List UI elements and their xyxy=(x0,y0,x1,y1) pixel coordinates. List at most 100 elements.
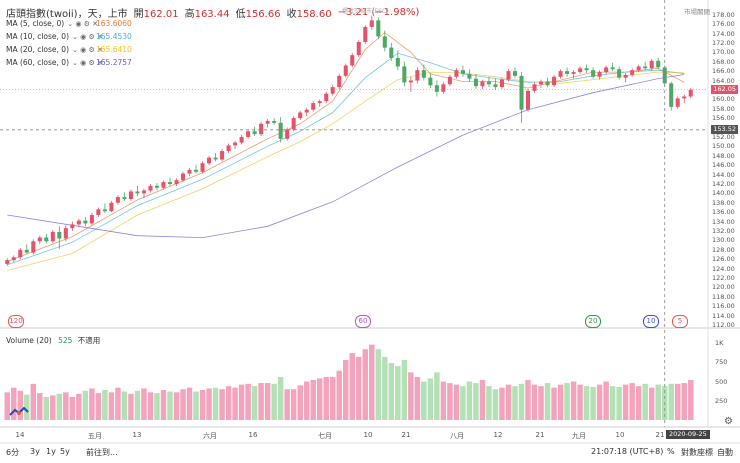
clock: 21:07:18 (UTC+8) xyxy=(591,447,664,456)
candle-body xyxy=(356,41,361,56)
time-tick-label: 21 xyxy=(401,431,411,439)
time-tick-label: 14 xyxy=(15,431,25,439)
candle-body xyxy=(252,131,257,135)
symbol-title[interactable]: 店頭指數(twoii)，天，上市 xyxy=(6,9,128,20)
volume-bar xyxy=(238,384,245,420)
volume-bar xyxy=(271,383,277,420)
event-marker-badge[interactable]: 5 xyxy=(672,315,688,328)
range-5y-button[interactable]: 5y xyxy=(60,447,70,456)
candle xyxy=(207,155,212,166)
candle xyxy=(337,73,342,89)
candle-body xyxy=(18,249,23,258)
indicator-controls-icon[interactable]: ⌄ ◉ ⚙ ✕ xyxy=(72,58,103,67)
price-tick-label: 120.00 xyxy=(712,283,735,292)
volume-bar xyxy=(648,387,655,420)
time-tick-label: 21 xyxy=(655,431,665,439)
event-marker-badge[interactable]: 20 xyxy=(585,315,601,328)
close-value: 158.60 xyxy=(296,9,332,20)
candle-body xyxy=(408,80,413,83)
price-tick-label: 172.00 xyxy=(712,38,735,47)
event-marker-badge[interactable]: 120 xyxy=(8,315,24,328)
candle-body xyxy=(363,26,368,42)
candle xyxy=(525,88,531,112)
candle-body xyxy=(389,47,394,58)
candle xyxy=(252,126,257,136)
ma-indicator-row[interactable]: MA (60, close, 0) ⌄ ◉ ⚙ ✕ 165.2757 xyxy=(6,58,132,67)
volume-indicator[interactable]: Volume (20) 525 不適用 xyxy=(6,335,100,346)
candle xyxy=(610,62,615,72)
candle-body xyxy=(83,220,88,224)
ma-indicator-row[interactable]: MA (20, close, 0) ⌄ ◉ ⚙ ✕ 165.6410 xyxy=(6,45,132,54)
event-marker-badge[interactable]: 60 xyxy=(355,315,371,328)
volume-bar xyxy=(388,363,395,420)
price-tick-label: 128.00 xyxy=(712,245,735,254)
volume-bar xyxy=(583,386,590,420)
settings-gear-icon[interactable]: ⚙ xyxy=(724,416,733,427)
log-scale-toggle[interactable]: 對數座標 xyxy=(681,448,713,457)
volume-bar xyxy=(173,392,180,420)
event-marker-badge[interactable]: 10 xyxy=(643,315,659,328)
candle xyxy=(434,80,439,97)
range-1d-button[interactable]: 6分 xyxy=(6,448,20,457)
volume-bar xyxy=(512,386,518,420)
ma-indicator-row[interactable]: MA (10, close, 0) ⌄ ◉ ⚙ ✕ 165.4530 xyxy=(6,32,132,41)
volume-bar xyxy=(421,381,427,420)
volume-bar xyxy=(408,372,414,420)
candle xyxy=(578,66,583,74)
range-3y-button[interactable]: 1y xyxy=(46,447,56,456)
volume-bar xyxy=(544,383,551,420)
price-tick-label: 176.00 xyxy=(712,20,735,29)
indicator-controls-icon[interactable]: ⌄ ◉ ⚙ ✕ xyxy=(72,45,103,54)
time-tick-label: 13 xyxy=(132,431,142,439)
indicator-controls-icon[interactable]: ⌄ ◉ ⚙ ✕ xyxy=(67,19,99,28)
volume-bar xyxy=(180,389,186,420)
candle-body xyxy=(272,120,277,123)
auto-scale-toggle[interactable]: 自動 xyxy=(717,448,733,457)
candle-body xyxy=(154,185,159,188)
candle xyxy=(584,64,589,73)
candle-body xyxy=(24,249,29,253)
volume-bar xyxy=(43,396,50,420)
crosshair-price-tag: 153.52 xyxy=(711,125,738,135)
candle-body xyxy=(539,81,544,85)
candle-body xyxy=(330,87,335,94)
candle-body xyxy=(454,70,459,77)
candle-body xyxy=(630,70,635,75)
volume-bar xyxy=(642,383,648,420)
volume-bar xyxy=(4,392,10,420)
volume-bar xyxy=(219,389,225,420)
volume-bar xyxy=(577,384,583,420)
candle xyxy=(623,73,628,83)
indicator-controls-icon[interactable]: ⌄ ◉ ⚙ ✕ xyxy=(72,32,103,41)
range-6m-button[interactable]: 3y xyxy=(30,447,40,456)
candle-body xyxy=(304,109,309,113)
volume-bar xyxy=(310,380,316,420)
candle xyxy=(194,165,199,174)
volume-bar xyxy=(525,380,531,420)
price-tick-label: 178.00 xyxy=(712,10,735,19)
candle-body xyxy=(428,77,433,86)
volume-bar xyxy=(186,387,193,420)
goto-button[interactable]: 前往到... xyxy=(86,448,118,457)
volume-bar xyxy=(557,384,564,420)
price-tick-label: 142.00 xyxy=(712,179,735,188)
percent-toggle[interactable]: % xyxy=(667,447,675,456)
volume-bar xyxy=(681,383,687,420)
volume-bar xyxy=(427,378,434,420)
candle-body xyxy=(200,163,205,172)
volume-bar xyxy=(290,389,297,420)
candle xyxy=(552,74,557,88)
candle xyxy=(213,152,218,162)
candle-body xyxy=(187,169,192,174)
candle xyxy=(649,58,654,71)
logo-icon xyxy=(9,402,29,416)
volume-bar xyxy=(466,381,473,420)
candle xyxy=(24,244,29,254)
candle-body xyxy=(493,84,498,88)
candle-body xyxy=(337,75,342,88)
candle xyxy=(493,78,498,90)
candle-body xyxy=(552,76,557,86)
candle-body xyxy=(578,68,583,73)
ma-indicator-row[interactable]: MA (5, close, 0) ⌄ ◉ ⚙ ✕ 163.6060 xyxy=(6,19,132,28)
